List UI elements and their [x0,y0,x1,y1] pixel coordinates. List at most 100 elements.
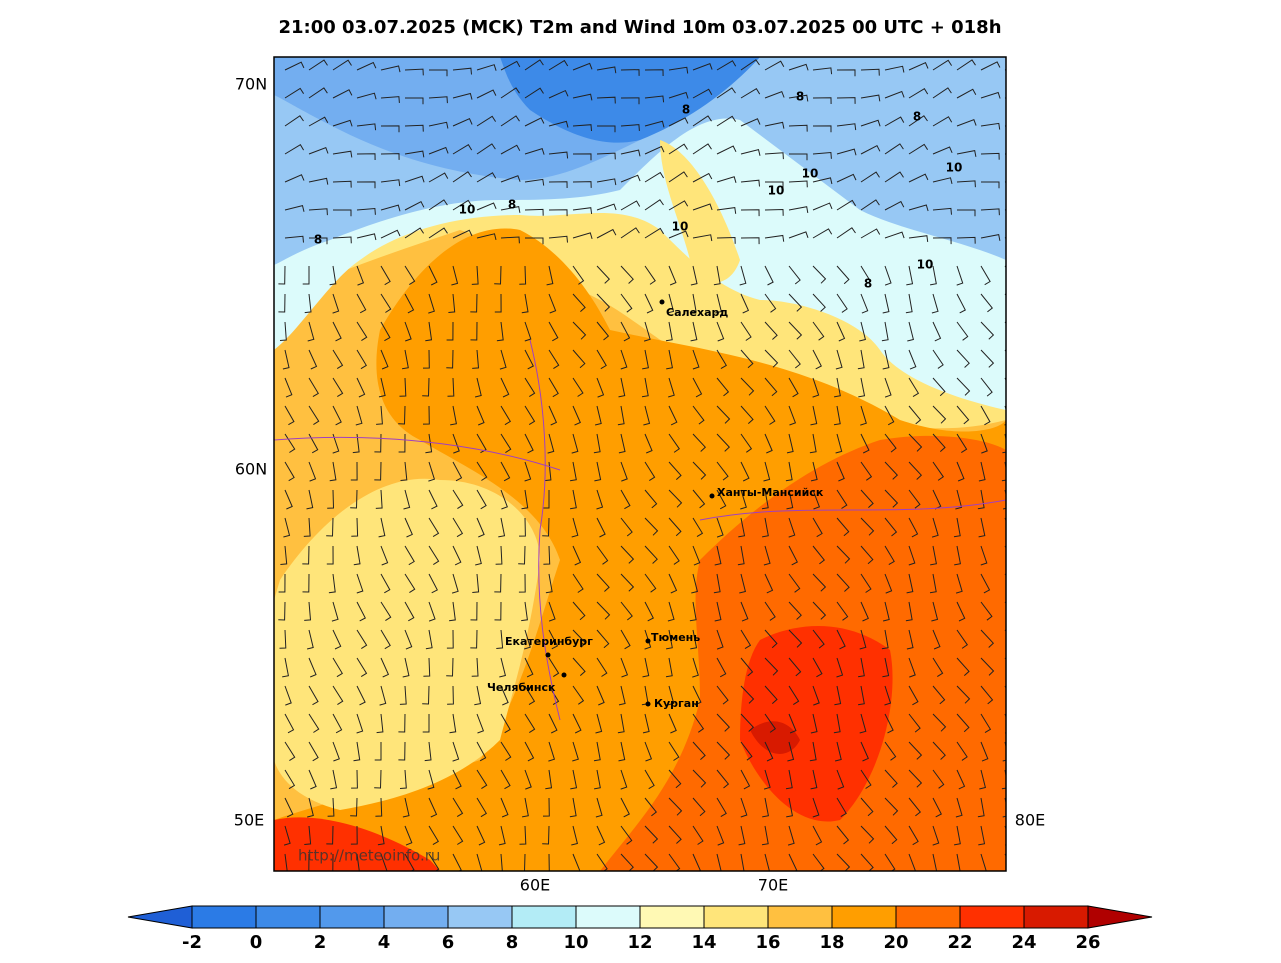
wind-barb [332,236,352,244]
wind-barb [642,657,650,678]
wind-barb [980,122,1001,130]
wind-barb [668,825,682,844]
wind-barb [596,657,608,677]
wind-barb [452,118,473,127]
wind-barb [356,853,360,871]
colorbar-label: 22 [947,932,972,953]
wind-barb [932,405,947,424]
wind-barb [284,204,305,212]
wind-barb [572,349,586,369]
wind-barb [500,377,510,398]
wind-barb [620,629,631,650]
wind-barb [690,265,698,286]
wind-barb [308,146,329,155]
wind-barb [548,741,556,762]
city-label: Ханты-Мансийск [717,486,824,499]
wind-barb [835,433,843,454]
wind-barb [692,545,701,566]
wind-barb [836,97,856,104]
wind-barb [667,293,675,314]
wind-barb [644,199,664,211]
wind-barb [788,63,809,71]
wind-barb [593,741,601,762]
wind-barb [377,825,385,846]
wind-barb [956,236,976,244]
wind-barb [452,517,464,538]
wind-barb [691,573,699,594]
wind-barb [956,377,971,396]
wind-barb [810,713,818,734]
wind-barb [980,152,1000,160]
lat-label: 70N [235,75,267,94]
wind-barb [524,59,544,71]
city-label: Челябинск [487,681,556,694]
wind-barb [836,321,846,342]
wind-barb [908,377,920,398]
wind-barb [284,685,292,706]
wind-barb [980,853,987,871]
wind-barb [860,405,867,426]
contour-label: 10 [917,258,934,272]
wind-barb [836,123,857,131]
wind-barb [596,377,605,398]
wind-barb [548,685,560,706]
wind-barb [428,825,439,846]
wind-barb [884,517,898,537]
wind-barb [860,145,881,155]
wind-barb [524,178,545,186]
wind-barb [980,713,992,734]
wind-barb [810,769,818,790]
wind-barb [764,853,770,871]
wind-barb [956,853,961,871]
wind-barb [476,797,487,818]
wind-barb [596,349,607,370]
wind-barb [692,377,703,398]
wind-barb [472,349,480,369]
wind-barb [642,713,650,734]
wind-barb [380,321,391,342]
wind-barb [572,741,579,762]
wind-barb [470,629,478,649]
wind-barb [716,405,731,424]
wind-barb [954,545,961,566]
wind-barb [956,657,970,676]
wind-barb [884,231,905,239]
wind-barb [594,769,601,790]
colorbar-label: 16 [755,932,780,953]
wind-barb [881,629,889,650]
wind-barb [596,96,616,104]
wind-barb [284,797,294,818]
wind-barb [860,199,880,211]
wind-barb [284,61,305,71]
wind-barb [929,573,937,594]
wind-barb [476,172,497,183]
wind-barb [740,769,751,790]
wind-barb [524,657,534,678]
wind-barb [476,741,487,762]
wind-barb [356,233,377,241]
wind-barb [380,65,401,73]
wind-barb [908,713,921,733]
wind-barb [620,769,628,790]
wind-barb [620,293,633,313]
wind-barb [716,825,725,846]
wind-barb [620,517,633,537]
wind-barb [692,234,713,242]
wind-barb [644,145,665,155]
wind-barb [618,377,626,398]
wind-barb [496,629,504,649]
wind-barb [449,601,456,622]
wind-barb [764,629,778,649]
wind-barb [716,853,722,871]
lon-label: 80E [1015,811,1045,830]
wind-barb [956,713,970,733]
wind-barb [860,171,880,183]
wind-barb [908,825,919,846]
wind-barb [451,573,459,594]
wind-barb [374,461,382,481]
wind-barb [764,405,776,425]
wind-barb [692,63,713,71]
wind-barb [907,321,915,342]
wind-barb [428,96,448,104]
wind-barb [594,461,602,482]
